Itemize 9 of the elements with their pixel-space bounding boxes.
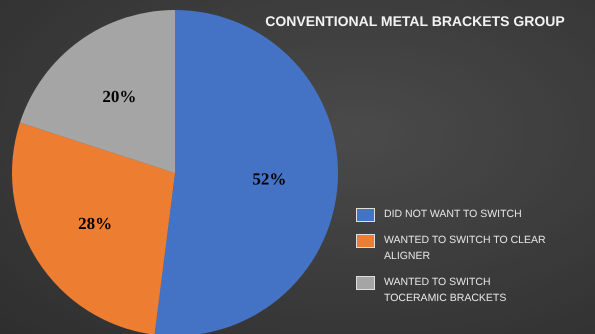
legend-label: WANTED TO SWITCH TO CLEAR ALIGNER (384, 233, 547, 264)
pie-slice (20, 10, 175, 173)
data-label: 28% (78, 214, 112, 234)
data-label: 52% (252, 169, 286, 188)
slice-label: DID NOT WANT TO SWITCH (384, 207, 522, 222)
chart-title: CONVENTIONAL METAL BRACKETS GROUP (264, 13, 566, 29)
data-label: 20% (102, 87, 136, 106)
pie-slice (12, 122, 175, 334)
legend-label: WANTED TO SWITCH TOCERAMIC BRACKETS (384, 275, 508, 306)
